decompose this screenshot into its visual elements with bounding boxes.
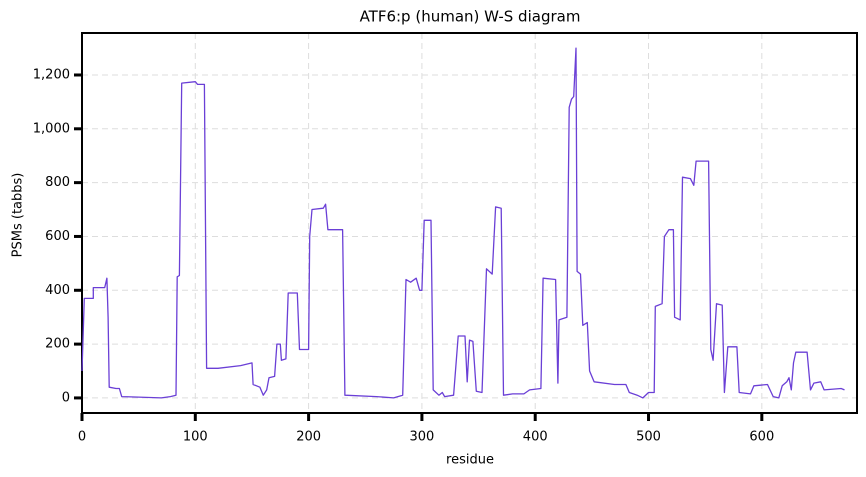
- y-tick-label: 800: [45, 175, 70, 190]
- y-tick-label: 200: [45, 337, 70, 352]
- y-tick-label: 0: [62, 390, 70, 405]
- plot-frame: [81, 32, 858, 414]
- data-line: [81, 47, 845, 399]
- x-tick-label: 0: [78, 430, 86, 445]
- plot-area: [82, 33, 857, 413]
- x-tick-label: 400: [523, 430, 548, 445]
- x-axis-label: residue: [446, 453, 494, 468]
- y-axis-label: PSMs (tabbs): [11, 173, 26, 258]
- x-tick-label: 200: [296, 430, 321, 445]
- y-tick-label: 1,000: [33, 121, 70, 136]
- y-tick-label: 400: [45, 283, 70, 298]
- x-tick-label: 600: [749, 430, 774, 445]
- x-tick-label: 100: [183, 430, 208, 445]
- chart-title: ATF6:p (human) W-S diagram: [360, 8, 581, 26]
- x-tick-label: 500: [636, 430, 661, 445]
- y-tick-label: 600: [45, 229, 70, 244]
- x-tick-label: 300: [409, 430, 434, 445]
- y-tick-label: 1,200: [33, 67, 70, 82]
